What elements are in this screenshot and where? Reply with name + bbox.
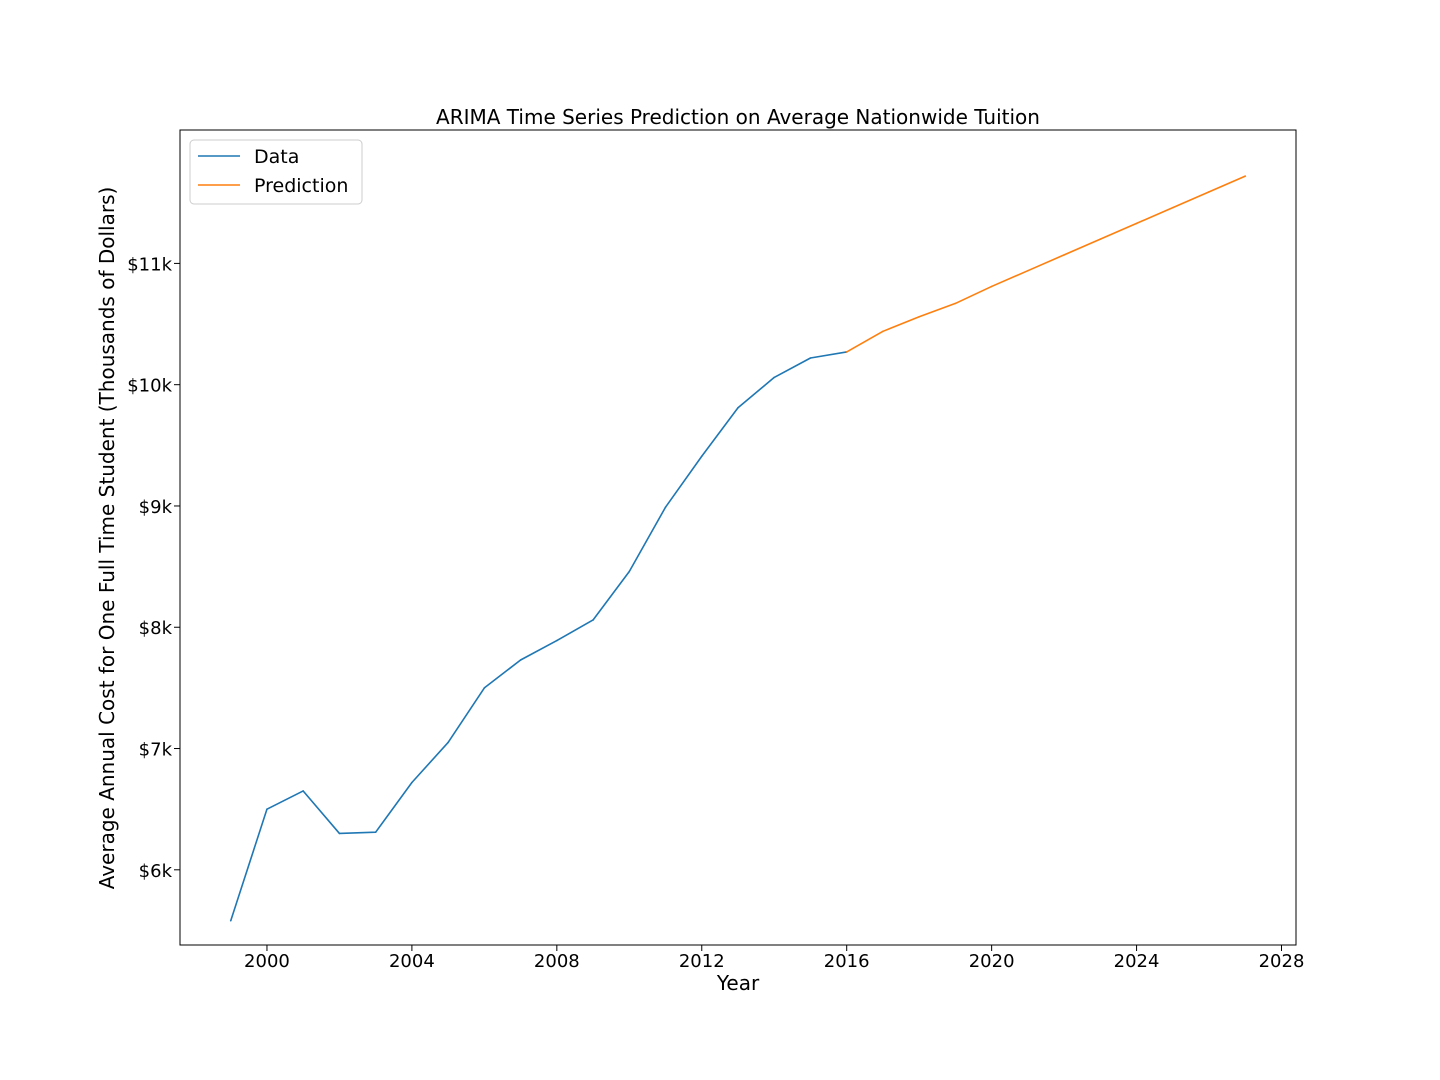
data-point-prediction (1063, 254, 1065, 256)
y-axis-label: Average Annual Cost for One Full Time St… (95, 187, 119, 890)
y-tick-label: $8k (139, 618, 173, 639)
data-point-data (773, 376, 776, 379)
data-point-prediction (1208, 191, 1210, 193)
x-tick-label: 2016 (824, 951, 870, 972)
data-point-data (628, 570, 631, 573)
x-tick-label: 2024 (1114, 951, 1160, 972)
x-tick-label: 2028 (1259, 951, 1305, 972)
x-tick-label: 2004 (389, 951, 435, 972)
y-tick-label: $10k (127, 376, 172, 397)
x-axis-label: Year (716, 971, 760, 995)
data-point-data (556, 639, 558, 642)
data-point-data (592, 619, 594, 621)
legend-label-prediction: Prediction (254, 175, 348, 197)
series-line-data (229, 351, 847, 921)
data-point-prediction (918, 315, 920, 318)
data-point-data (447, 741, 449, 744)
chart-title: ARIMA Time Series Prediction on Average … (436, 105, 1040, 129)
data-point-data (229, 919, 232, 922)
x-tick-label: 2000 (244, 951, 290, 972)
series-layer (229, 175, 1247, 922)
data-point-prediction (845, 351, 848, 353)
data-point-prediction (1172, 206, 1174, 209)
y-tick-label: $6k (139, 861, 173, 882)
data-point-prediction (954, 302, 957, 305)
data-point-data (266, 808, 268, 810)
data-point-prediction (882, 330, 884, 333)
data-point-data (737, 406, 739, 409)
data-point-prediction (990, 285, 993, 288)
data-point-data (302, 790, 304, 792)
x-tick-label: 2008 (534, 951, 580, 972)
data-point-data (483, 687, 486, 689)
x-tick-label: 2012 (679, 951, 725, 972)
data-point-prediction (1099, 238, 1102, 240)
data-point-data (519, 659, 522, 661)
data-point-data (664, 506, 667, 508)
legend: Data Prediction (189, 139, 363, 205)
y-tick-label: $11k (127, 254, 172, 275)
data-point-data (338, 832, 341, 835)
data-point-data (374, 831, 377, 834)
legend-label-data: Data (254, 146, 299, 168)
plot-area-frame (179, 129, 1297, 946)
y-tick-label: $7k (139, 740, 173, 761)
y-tick-label: $9k (139, 497, 173, 518)
data-point-prediction (1027, 269, 1029, 272)
data-point-prediction (1244, 175, 1247, 177)
x-tick-label: 2020 (969, 951, 1015, 972)
series-line-prediction (846, 175, 1246, 353)
data-point-prediction (1135, 222, 1138, 225)
data-point-data (700, 455, 703, 458)
x-axis: 2000 2004 2008 2012 2016 2020 2024 2028 (244, 945, 1304, 972)
data-point-data (411, 781, 413, 784)
y-axis: $6k $7k $8k $9k $10k $11k (127, 254, 180, 882)
data-point-data (809, 357, 812, 359)
